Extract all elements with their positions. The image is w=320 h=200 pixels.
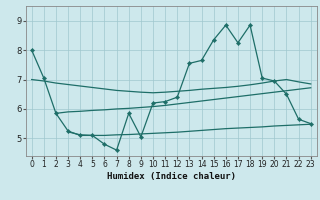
X-axis label: Humidex (Indice chaleur): Humidex (Indice chaleur)	[107, 172, 236, 181]
